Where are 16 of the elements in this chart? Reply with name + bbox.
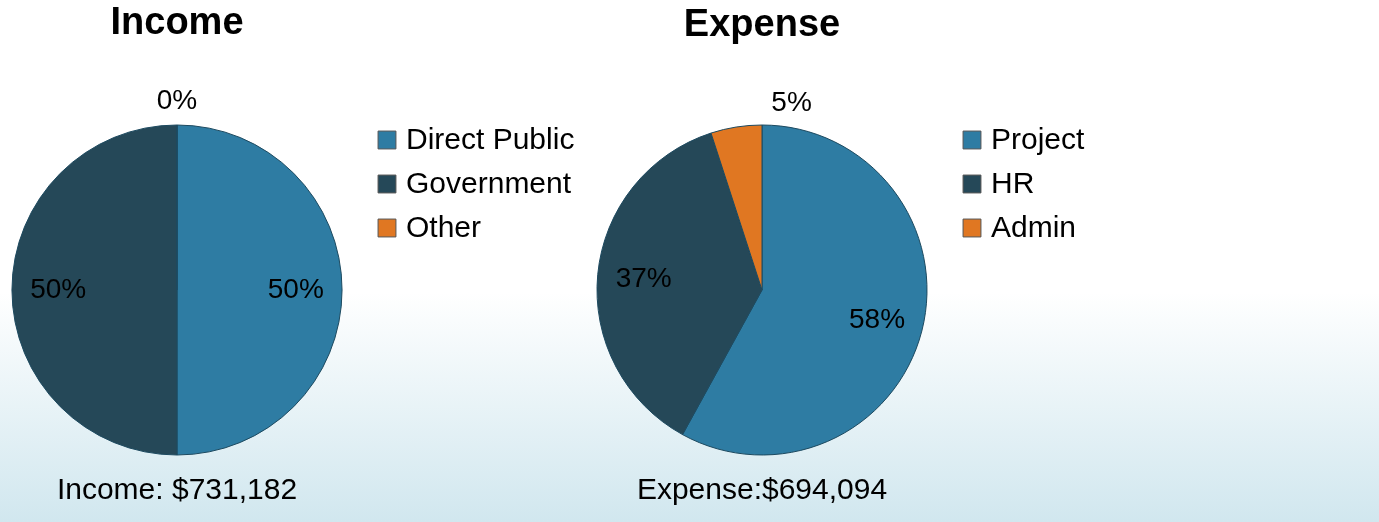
data-label: 50% xyxy=(30,273,87,304)
data-label: 50% xyxy=(267,273,324,304)
data-label: 58% xyxy=(849,302,906,334)
legend-label: Direct Public xyxy=(406,122,575,155)
data-label: 37% xyxy=(615,261,672,293)
legend-label: Other xyxy=(406,210,482,243)
data-label: 5% xyxy=(771,86,812,118)
text: 0% xyxy=(156,84,198,115)
chart-title: Expense xyxy=(683,2,841,45)
legend-label: Project xyxy=(991,122,1086,155)
text: Expense:$694,094 xyxy=(636,472,888,505)
chart-title: Income xyxy=(110,0,244,42)
text: Income: $731,182 xyxy=(56,472,298,505)
legend-label: HR xyxy=(991,166,1035,199)
legend-label: Admin xyxy=(991,210,1077,243)
legend-label: Government xyxy=(406,166,572,199)
